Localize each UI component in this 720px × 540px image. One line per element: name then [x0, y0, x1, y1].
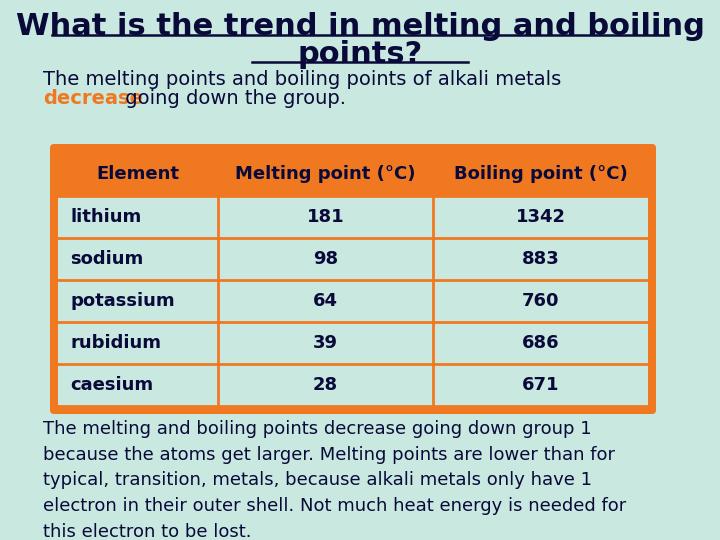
Text: 39: 39 [313, 334, 338, 352]
Text: 671: 671 [522, 376, 559, 394]
Text: potassium: potassium [70, 292, 175, 310]
Text: sodium: sodium [70, 250, 143, 268]
Text: 760: 760 [522, 292, 559, 310]
Text: Melting point (°C): Melting point (°C) [235, 165, 415, 183]
Text: 98: 98 [313, 250, 338, 268]
Text: 181: 181 [307, 208, 344, 226]
Text: going down the group.: going down the group. [119, 89, 346, 108]
Text: 28: 28 [313, 376, 338, 394]
Bar [58, 152, 648, 406]
Text: What is the trend in melting and boiling: What is the trend in melting and boiling [16, 12, 704, 41]
Text: rubidium: rubidium [70, 334, 161, 352]
Text: Element: Element [96, 165, 179, 183]
Text: 1342: 1342 [516, 208, 565, 226]
Text: 64: 64 [313, 292, 338, 310]
Text: The melting and boiling points decrease going down group 1
because the atoms get: The melting and boiling points decrease … [43, 420, 626, 540]
Text: 883: 883 [521, 250, 559, 268]
Text: lithium: lithium [70, 208, 141, 226]
Bar [58, 152, 648, 196]
Text: points?: points? [297, 40, 423, 69]
FancyBboxPatch shape [50, 144, 656, 414]
Text: caesium: caesium [70, 376, 153, 394]
Text: decrease: decrease [43, 89, 143, 108]
Text: 686: 686 [522, 334, 559, 352]
Text: The melting points and boiling points of alkali metals: The melting points and boiling points of… [43, 70, 562, 89]
Text: Boiling point (°C): Boiling point (°C) [454, 165, 627, 183]
